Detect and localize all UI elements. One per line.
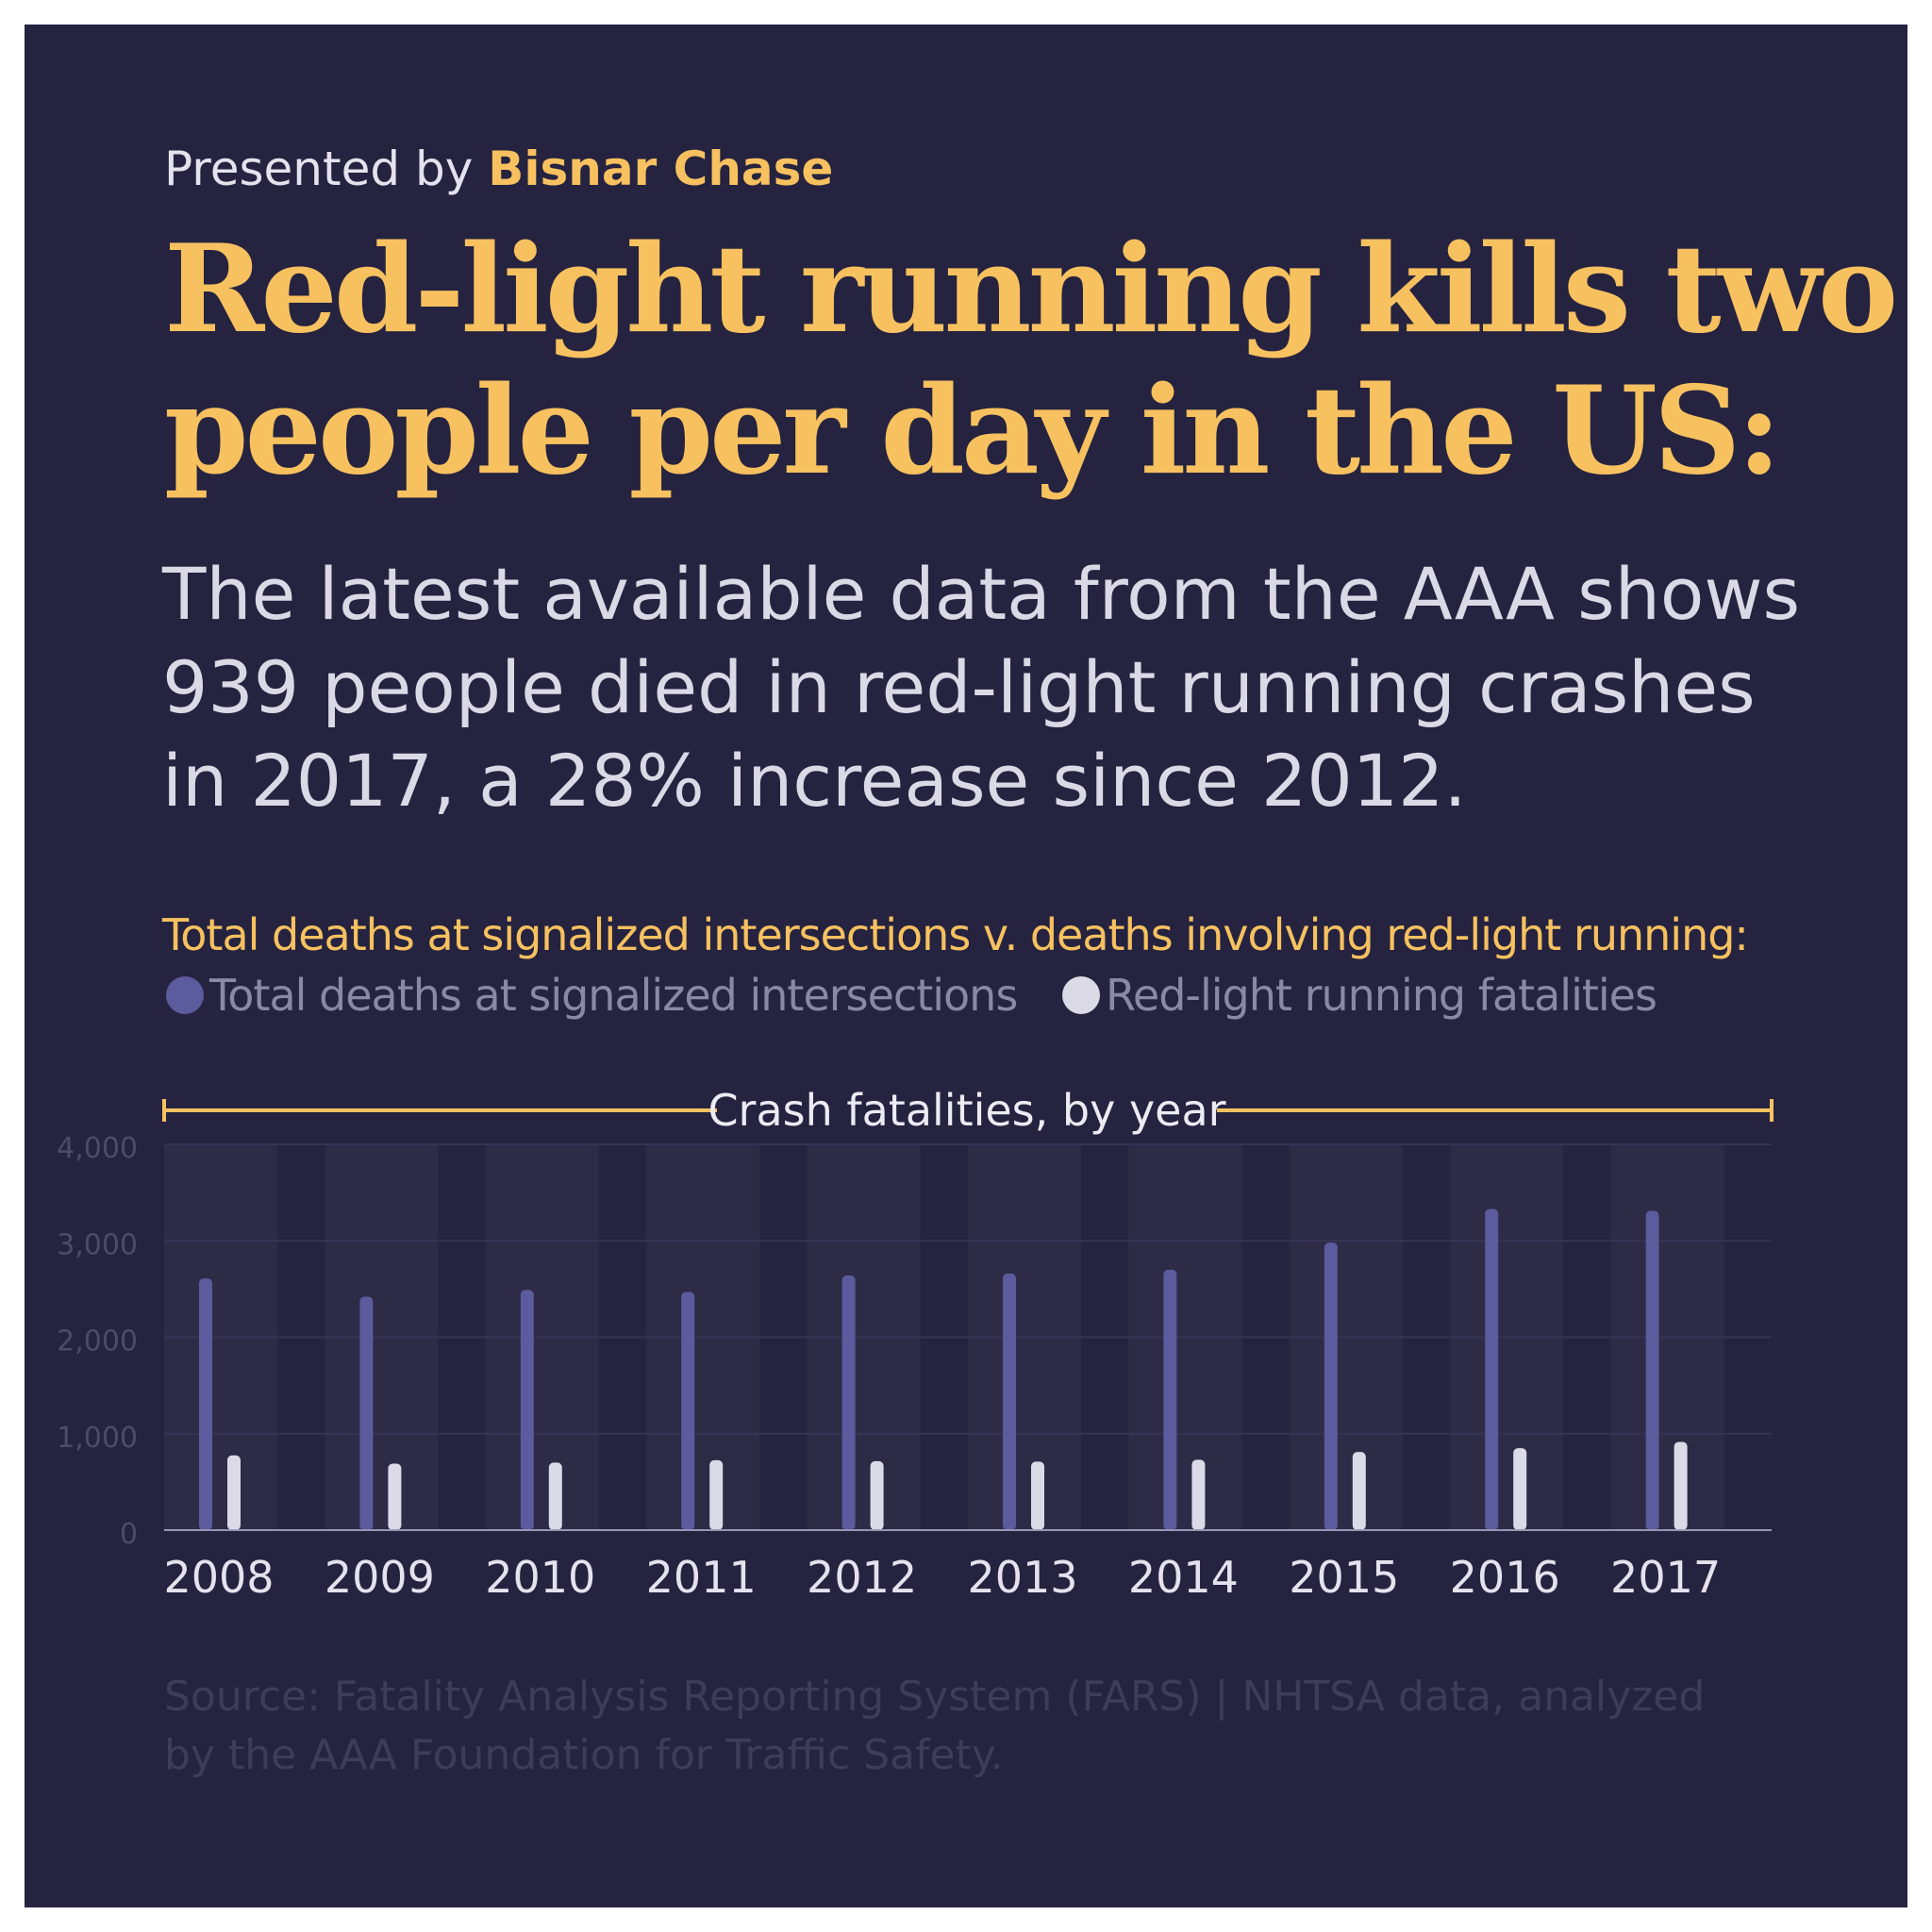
legend-label-total: Total deaths at signalized intersections xyxy=(209,970,1018,1021)
bar-red-light-2015 xyxy=(1352,1452,1366,1530)
chart-heading: Total deaths at signalized intersections… xyxy=(162,909,1749,960)
subtitle: The latest available data from the AAA s… xyxy=(162,547,1823,827)
legend-dot-red-light xyxy=(1062,976,1100,1014)
x-tick-label: 2013 xyxy=(967,1552,1077,1603)
subtitle-line-1: The latest available data from the AAA s… xyxy=(162,552,1801,636)
legend-item-red-light: Red-light running fatalities xyxy=(1062,970,1657,1021)
y-tick-label: 0 xyxy=(120,1518,138,1551)
bar-red-light-2012 xyxy=(870,1460,884,1530)
y-tick-label: 4,000 xyxy=(57,1132,138,1165)
x-tick-label: 2010 xyxy=(485,1552,595,1603)
bar-red-light-2016 xyxy=(1513,1448,1527,1530)
bar-red-light-2009 xyxy=(388,1463,402,1530)
bar-red-light-2008 xyxy=(227,1455,241,1530)
bar-total-2010 xyxy=(520,1290,534,1530)
source-note: Source: Fatality Analysis Reporting Syst… xyxy=(164,1673,1706,1779)
bar-total-2016 xyxy=(1485,1208,1499,1530)
subtitle-line-3: in 2017, a 28% increase since 2012. xyxy=(162,739,1467,823)
y-tick-label: 2,000 xyxy=(57,1325,138,1358)
bar-red-light-2014 xyxy=(1191,1459,1206,1530)
x-tick-label: 2016 xyxy=(1450,1552,1560,1603)
infographic-card xyxy=(25,25,1907,1907)
presented-prefix: Presented by xyxy=(164,142,474,196)
bar-red-light-2013 xyxy=(1031,1461,1044,1530)
bar-total-2009 xyxy=(359,1296,374,1530)
bar-total-2014 xyxy=(1163,1269,1177,1530)
bar-red-light-2010 xyxy=(548,1462,562,1530)
x-tick-label: 2009 xyxy=(325,1552,435,1603)
chart-title: Crash fatalities, by year xyxy=(708,1085,1225,1136)
bar-total-2012 xyxy=(841,1275,856,1530)
headline-line-1: Red-light running kills two xyxy=(164,219,1898,360)
subtitle-line-2: 939 people died in red-light running cra… xyxy=(162,645,1756,729)
legend-label-red-light: Red-light running fatalities xyxy=(1106,970,1657,1021)
x-tick-label: 2015 xyxy=(1289,1552,1399,1603)
headline-line-2: people per day in the US: xyxy=(164,360,1782,502)
brand-name: Bisnar Chase xyxy=(488,142,834,196)
bar-total-2015 xyxy=(1324,1242,1338,1530)
x-tick-label: 2008 xyxy=(163,1552,274,1603)
bar-total-2013 xyxy=(1003,1274,1016,1530)
headline: Red-light running kills two people per d… xyxy=(164,219,1898,502)
y-tick-label: 3,000 xyxy=(57,1228,138,1261)
bar-total-2011 xyxy=(681,1291,695,1530)
legend-item-total: Total deaths at signalized intersections xyxy=(166,970,1018,1021)
x-tick-label: 2014 xyxy=(1128,1552,1239,1603)
presented-by: Presented by Bisnar Chase xyxy=(164,142,833,196)
x-tick-label: 2011 xyxy=(646,1552,757,1603)
bar-total-2008 xyxy=(199,1278,212,1530)
legend-dot-total xyxy=(166,976,204,1014)
y-tick-label: 1,000 xyxy=(57,1422,138,1455)
bar-total-2017 xyxy=(1645,1210,1659,1530)
x-tick-label: 2012 xyxy=(807,1552,917,1603)
bar-red-light-2011 xyxy=(709,1459,724,1530)
bar-red-light-2017 xyxy=(1674,1441,1688,1530)
x-tick-label: 2017 xyxy=(1610,1552,1721,1603)
